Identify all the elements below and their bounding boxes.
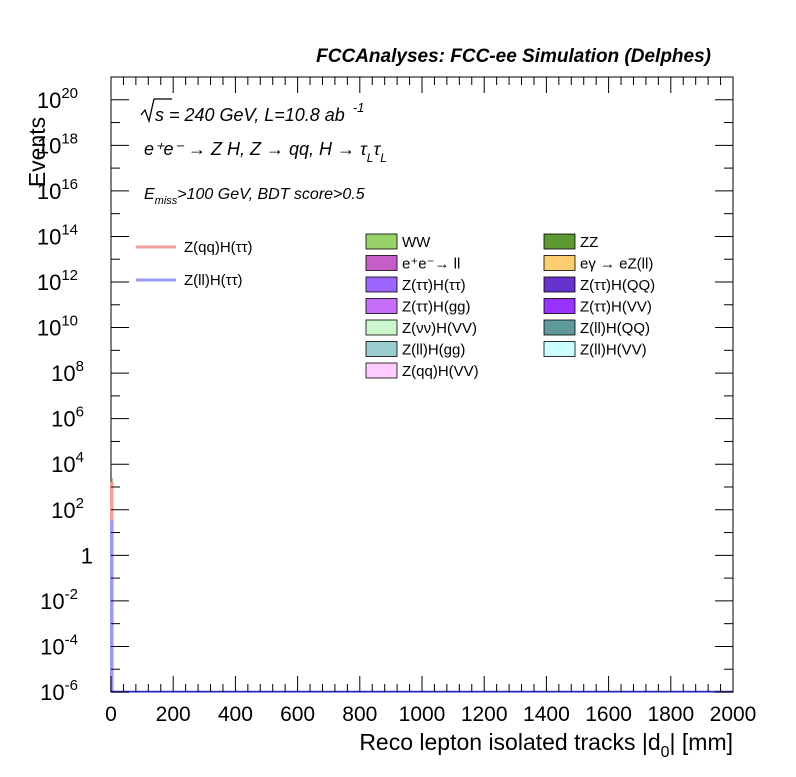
y-tick-label: 106	[51, 404, 84, 432]
y-tick-label: 108	[51, 358, 84, 386]
legend-label-z-h-qq: Z(ττ)H(QQ)	[580, 277, 655, 294]
plot-frame	[110, 76, 734, 693]
x-tick-label: 1600	[585, 703, 632, 726]
x-tick-label: 0	[105, 703, 117, 726]
x-tick-labels: 0 200 400 600 800 1000 1200 1400 1600 1800 2000	[105, 703, 756, 726]
sqrt-symbol	[140, 98, 172, 124]
legend-label-z-ll-h-gg: Z(ll)H(gg)	[402, 342, 465, 359]
legend-label-z-h-vv: Z(νν)H(VV)	[402, 320, 477, 337]
signal-line-z-ll-h	[110, 520, 733, 693]
legend-label-z-ll-h-qq: Z(ll)H(QQ)	[580, 320, 650, 337]
y-tick-label: 1012	[37, 267, 78, 295]
y-tick-label: 1014	[37, 221, 78, 249]
y-tick-label: 1018	[37, 130, 78, 158]
signal-legend: Z(qq)H(ττ) Z(ll)H(ττ)	[136, 239, 253, 289]
legend-label-z-h-vv: Z(ττ)H(VV)	[580, 299, 652, 316]
legend-swatch-z-h-vv	[543, 298, 576, 314]
legend-swatch-zz	[543, 233, 576, 250]
legend-label-z-h: Z(ττ)H(ττ)	[402, 277, 466, 294]
y-tick-label: 1016	[37, 176, 78, 204]
legend-swatch-z-h-vv	[365, 319, 398, 336]
sqrt-s-annotation: s = 240 GeV, L=10.8 ab -1	[140, 98, 364, 125]
x-tick-label: 800	[342, 703, 377, 726]
y-tick-label: 10-4	[40, 631, 78, 659]
y-tick-label: 10-6	[40, 677, 78, 705]
x-tick-label: 1400	[523, 703, 570, 726]
y-axis-label: Events	[24, 117, 50, 187]
signal-line-z-qq-h	[110, 481, 733, 693]
legend-label-z-qq-h: Z(qq)H(ττ)	[184, 239, 253, 256]
process-annotation: e⁺e⁻ → Z H, Z → qq, H → τLτL	[144, 139, 387, 165]
svg-text:s = 240 GeV, L=10.8 ab-1: s = 240 GeV, L=10.8 ab -1	[155, 100, 364, 125]
chart-title: FCCAnalyses: FCC-ee Simulation (Delphes)	[316, 46, 711, 67]
legend-swatch-ww	[365, 233, 398, 250]
legend-swatch-z-h-qq	[543, 276, 576, 293]
y-tick-label: 1020	[37, 85, 78, 113]
x-tick-label: 200	[156, 703, 191, 726]
x-tick-label: 1000	[399, 703, 446, 726]
legend-swatch-z-h	[365, 276, 398, 293]
y-tick-label: 104	[51, 449, 84, 477]
legend-label-e-e-ll: e⁺e⁻→ ll	[402, 256, 460, 273]
x-tick-label: 1800	[647, 703, 694, 726]
legend-swatch-z-ll-h-gg	[365, 341, 398, 357]
y-tick-label: 10-2	[40, 586, 78, 614]
legend-swatch-e-ez-ll	[543, 255, 576, 271]
x-tick-label: 400	[218, 703, 253, 726]
legend-label-z-ll-h: Z(ll)H(ττ)	[184, 272, 243, 289]
x-tick-label: 600	[280, 703, 315, 726]
legend-label-z-h-gg: Z(ττ)H(gg)	[402, 299, 471, 316]
legend-swatch-z-h-gg	[365, 298, 398, 314]
axis-ticks	[110, 76, 734, 693]
legend-label-z-ll-h-vv: Z(ll)H(VV)	[580, 342, 647, 359]
legend-label-z-qq-h-vv: Z(qq)H(VV)	[402, 363, 479, 380]
y-tick-label: 1	[81, 543, 93, 568]
legend-label-e-ez-ll: eγ → eZ(ll)	[580, 256, 653, 273]
legend-swatch-z-ll-h-qq	[543, 319, 576, 336]
legend-swatch-z-qq-h-vv	[365, 362, 398, 379]
legend-label-ww: WW	[402, 234, 431, 251]
legend-swatch-e-e-ll	[365, 255, 398, 271]
cut-annotation: Emiss>100 GeV, BDT score>0.5	[144, 186, 365, 207]
y-tick-label: 1010	[37, 313, 78, 341]
y-tick-labels: 10-6 10-4 10-21 102 104 106 108 1010 1012 1014 101…	[37, 85, 93, 705]
x-tick-label: 1200	[461, 703, 508, 726]
bar-zz	[111, 477, 113, 483]
legend-swatch-z-ll-h-vv	[543, 341, 576, 357]
legend-label-zz: ZZ	[580, 234, 598, 251]
y-tick-label: 102	[51, 495, 84, 523]
signal-lines	[110, 481, 733, 693]
background-legend: WW ZZ e⁺e⁻→ ll eγ → eZ(ll) Z(ττ)H(ττ) Z(ττ)H(…	[365, 233, 655, 380]
x-axis-label: Reco lepton isolated tracks |d0| [mm]	[359, 729, 733, 761]
x-tick-label: 2000	[710, 703, 757, 726]
